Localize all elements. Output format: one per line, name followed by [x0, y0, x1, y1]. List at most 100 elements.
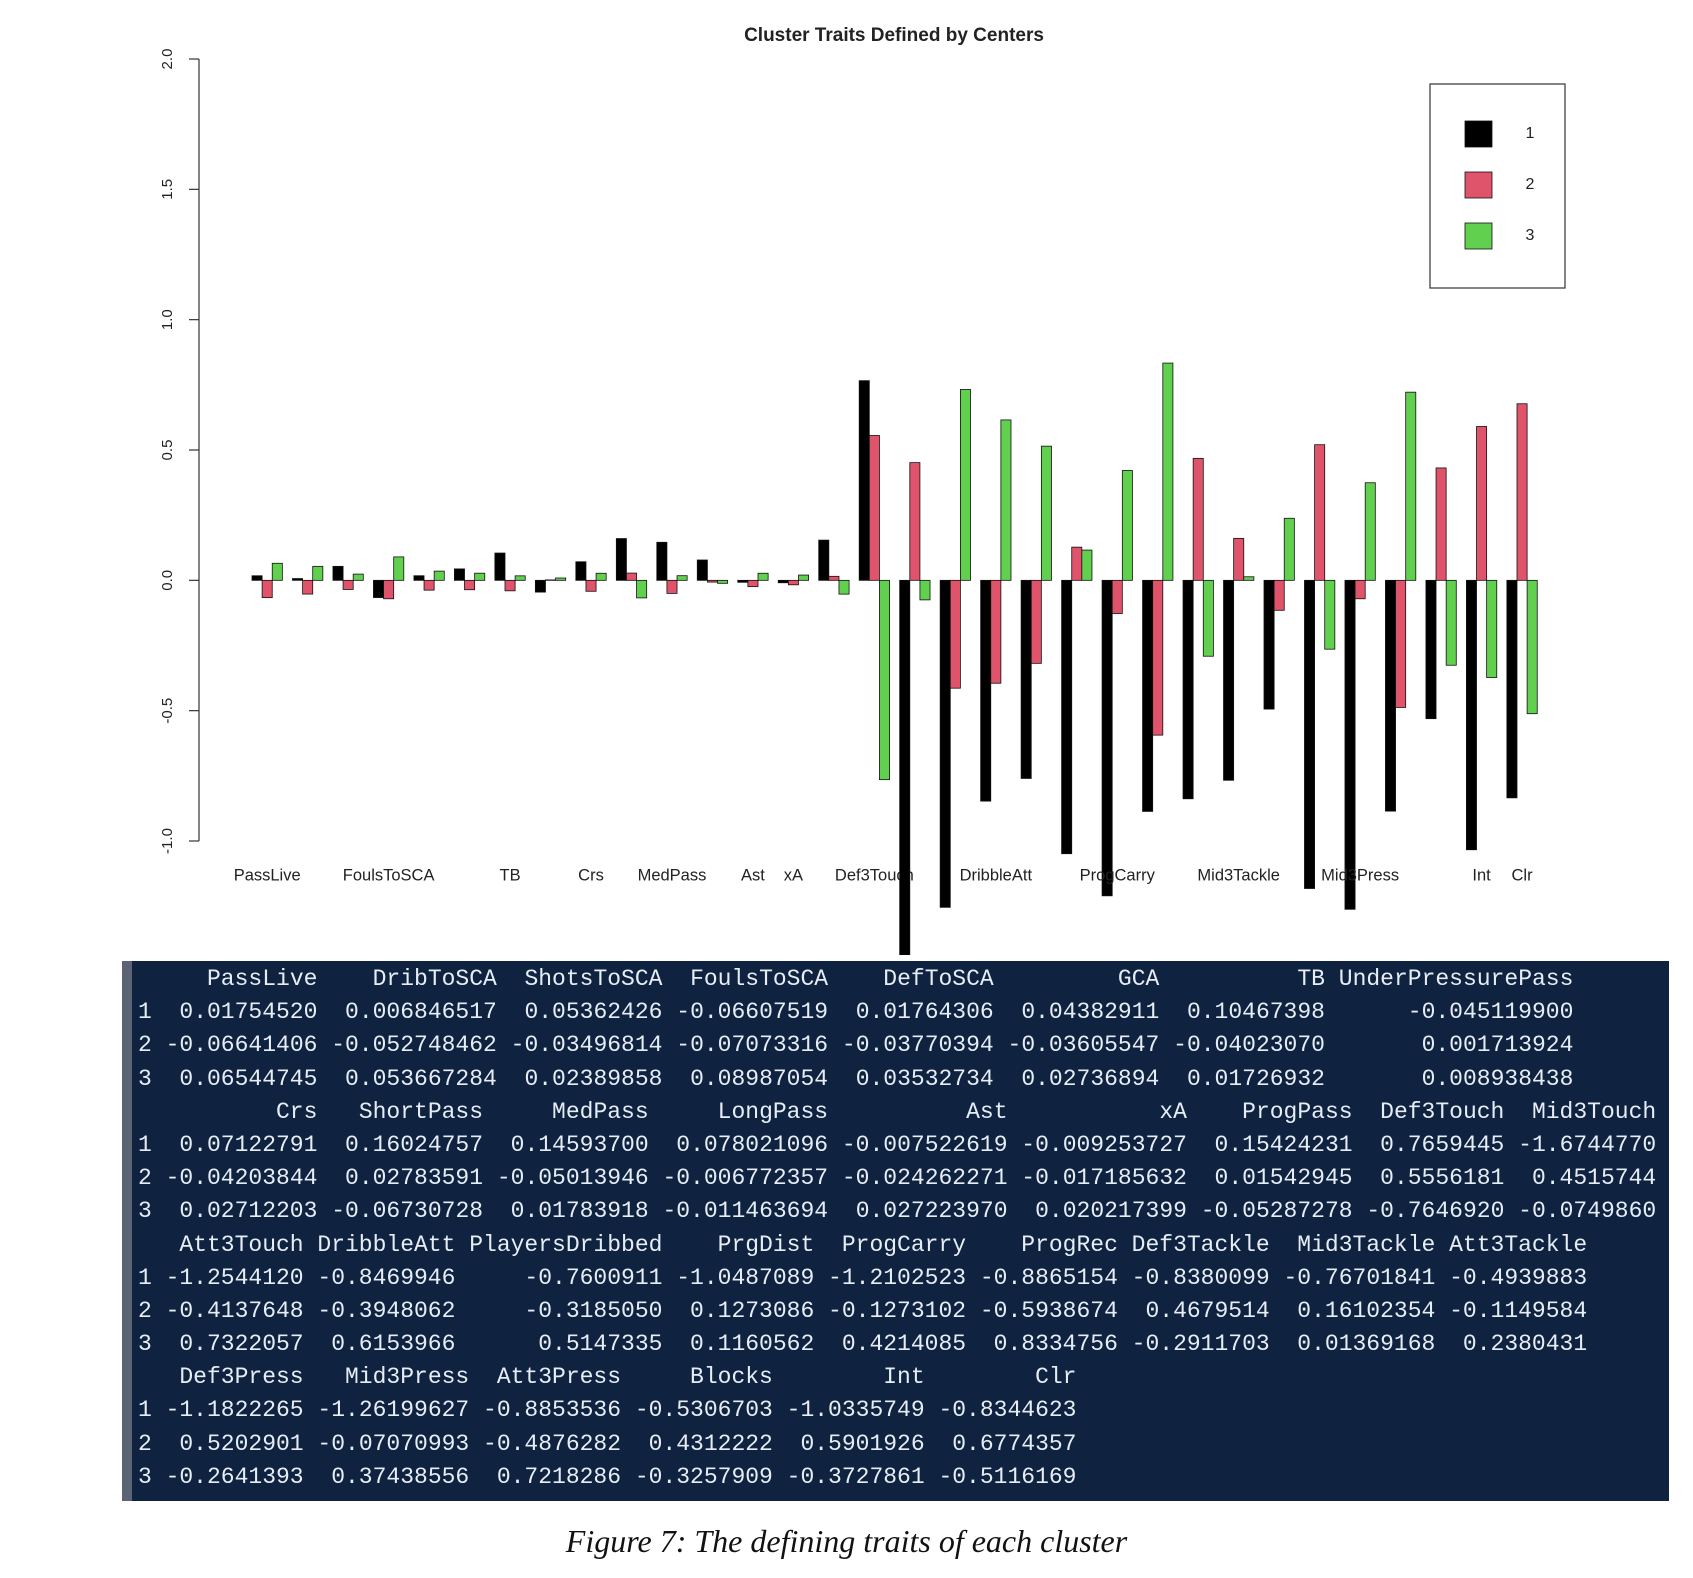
row-label: 1 [138, 999, 152, 1026]
bar [1233, 537, 1245, 581]
x-tick-label: TB [500, 866, 521, 884]
x-tick-label: PassLive [234, 866, 301, 884]
bar [1283, 517, 1295, 581]
cell: -1.2102523 [828, 1264, 967, 1291]
bar [1081, 549, 1093, 581]
bar [464, 579, 476, 591]
column-header: ProgPass [1242, 1098, 1353, 1125]
cell: -0.024262271 [841, 1165, 1008, 1192]
cell: 0.02783591 [345, 1165, 484, 1192]
cell: -0.04203844 [165, 1165, 318, 1192]
bar [1000, 419, 1012, 581]
cell: 0.02736894 [1021, 1065, 1160, 1092]
bar [1445, 579, 1457, 666]
bar [514, 575, 526, 581]
bar [868, 435, 880, 581]
cell: -0.006772357 [662, 1165, 829, 1192]
cell: 0.06544745 [179, 1065, 318, 1092]
header-line: Def3Press Mid3Press Att3Press Blocks Int Clr [138, 1361, 1656, 1394]
cell: -0.1149584 [1449, 1297, 1588, 1324]
bar [666, 579, 678, 594]
bar [858, 380, 870, 581]
bar [1395, 579, 1407, 708]
bar [696, 559, 708, 581]
row-label: 3 [138, 1065, 152, 1092]
cell: -0.3185050 [524, 1297, 663, 1324]
bar [757, 572, 769, 581]
cell: -1.1822265 [165, 1397, 304, 1424]
bar [960, 389, 971, 581]
bar [909, 462, 921, 581]
bar [271, 562, 283, 581]
bar [1223, 579, 1235, 781]
bar [939, 579, 951, 908]
bar [575, 561, 587, 581]
row-label: 2 [138, 1165, 152, 1192]
row-label: 1 [138, 1131, 152, 1158]
bar [312, 565, 324, 581]
row-line: 1 0.07122791 0.16024757 0.14593700 0.0780210… [138, 1129, 1656, 1162]
cell: -0.07073316 [676, 1032, 829, 1059]
x-tick-label: MedPass [638, 866, 707, 884]
row-label: 1 [138, 1264, 152, 1291]
column-header: Ast [966, 1098, 1008, 1125]
caption: Figure 7: The defining traits of each cl… [565, 1523, 1128, 1559]
cell: 0.16024757 [345, 1131, 484, 1158]
column-header: PlayersDribbed [469, 1231, 663, 1258]
row-line: 1 -1.2544120 -0.8469946 -0.7600911 -1.048708… [138, 1262, 1656, 1295]
cell: 0.01542945 [1214, 1165, 1353, 1192]
bar [1182, 579, 1194, 800]
bar [251, 575, 263, 581]
bar [1152, 579, 1164, 736]
bar [1506, 579, 1518, 799]
bar [453, 568, 465, 581]
bar [626, 572, 637, 581]
column-header: Crs [276, 1098, 318, 1125]
column-header: Mid3Press [345, 1364, 470, 1391]
bar [393, 556, 405, 581]
cell: 0.01369168 [1297, 1331, 1436, 1358]
cell: -0.07070993 [317, 1430, 470, 1457]
row-label: 2 [138, 1032, 152, 1059]
cell: -0.3727861 [786, 1463, 925, 1490]
bar [980, 579, 992, 802]
row-line: 3 -0.2641393 0.37438556 0.7218286 -0.3257909… [138, 1461, 1656, 1494]
row-label: 2 [138, 1430, 152, 1457]
x-tick-label: xA [784, 866, 803, 884]
bar [1162, 362, 1174, 581]
bar [676, 575, 688, 581]
row-label: 1 [138, 1397, 152, 1424]
cell: 0.6774357 [952, 1430, 1077, 1457]
bar [1040, 445, 1052, 581]
cell: -0.03605547 [1007, 1032, 1160, 1059]
cell: 0.5556181 [1380, 1165, 1505, 1192]
cell: 0.4679514 [1145, 1297, 1270, 1324]
y-tick-label: 1.0 [159, 309, 176, 330]
bar [1405, 391, 1417, 581]
cell: 0.020217399 [1035, 1198, 1187, 1225]
bar [352, 573, 364, 581]
cell: 0.053667284 [345, 1065, 497, 1092]
cell: -0.06730728 [331, 1198, 484, 1225]
column-header: MedPass [552, 1098, 649, 1125]
cell: -0.76701841 [1283, 1264, 1436, 1291]
row-label: 3 [138, 1463, 152, 1490]
bar [707, 579, 718, 583]
bar [1121, 470, 1133, 581]
column-header: DefToSCA [883, 966, 994, 992]
bar [717, 579, 729, 584]
cell: 0.5202901 [179, 1430, 304, 1457]
cell: 0.2380431 [1462, 1331, 1588, 1358]
legend-swatch [1464, 222, 1493, 250]
cell: 0.05362426 [524, 999, 663, 1026]
cell: -0.7646920 [1366, 1198, 1505, 1225]
x-tick-label: Crs [578, 866, 604, 884]
x-tick-label: Ast [741, 866, 765, 884]
bar [261, 579, 273, 599]
bar [798, 574, 809, 581]
row-label: 2 [138, 1297, 152, 1324]
cell: 0.03532734 [855, 1065, 994, 1092]
y-tick-label: 0.0 [159, 570, 176, 591]
console-output: PassLive DribToSCA ShotsToSCA FoulsToSCA Def… [122, 961, 1669, 1501]
bar [534, 579, 546, 593]
